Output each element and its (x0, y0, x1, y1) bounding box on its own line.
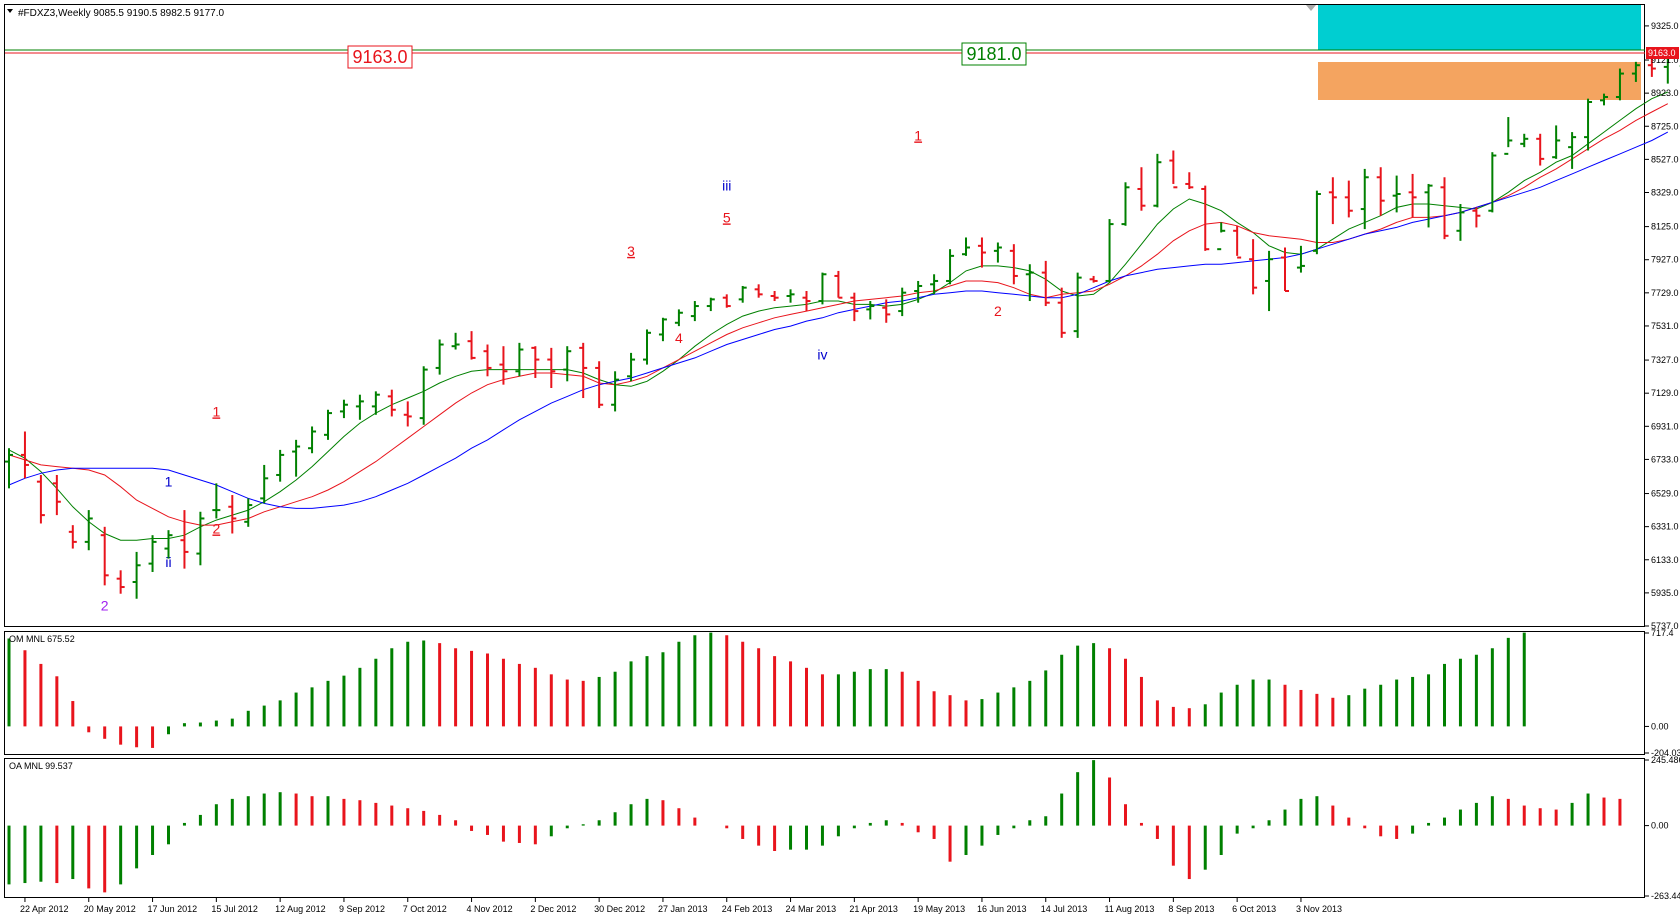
price-y-label: 9325.0 (1651, 21, 1679, 31)
wave-label: 3 (627, 243, 635, 259)
x-tick-label: 16 Jun 2013 (977, 904, 1027, 914)
cyan-zone (1318, 5, 1641, 50)
orange-zone (1318, 62, 1641, 100)
price-y-label: 8725.0 (1651, 121, 1679, 131)
price-y-label: 6931.0 (1651, 421, 1679, 431)
price-y-label: 8125.0 (1651, 222, 1679, 232)
x-tick-label: 6 Oct 2013 (1232, 904, 1276, 914)
x-tick-label: 20 May 2012 (84, 904, 136, 914)
wave-label: 2 (994, 303, 1002, 319)
hline-label-red-text: 9163.0 (352, 47, 407, 67)
oa-y-label: 0.00 (1651, 821, 1669, 831)
price-y-label: 8527.0 (1651, 154, 1679, 164)
hline-label-red: 9163.0 (348, 46, 412, 68)
price-y-label: 7327.0 (1651, 355, 1679, 365)
price-y-label: 8329.0 (1651, 187, 1679, 197)
x-tick-label: 11 Aug 2013 (1105, 904, 1155, 914)
x-tick-label: 12 Aug 2012 (275, 904, 326, 914)
x-tick-label: 17 Jun 2012 (148, 904, 198, 914)
x-tick-label: 2 Dec 2012 (530, 904, 576, 914)
oa-y-label: 245.486 (1651, 755, 1680, 765)
wave-label: 2 (212, 521, 220, 537)
x-tick-label: 24 Mar 2013 (786, 904, 837, 914)
price-y-label: 6133.0 (1651, 555, 1679, 565)
om-y-label: 717.4 (1651, 628, 1674, 638)
x-tick-label: 21 Apr 2013 (849, 904, 898, 914)
om-panel-title: OM MNL 675.52 (9, 634, 75, 644)
wave-label: 2 (101, 597, 109, 613)
oa-panel-title: OA MNL 99.537 (9, 761, 73, 771)
wave-label: 1 (165, 474, 173, 490)
current-price-tag-text: 9163.0 (1648, 48, 1676, 58)
wave-label: 1 (212, 403, 220, 419)
oa-y-label: -263.448 (1651, 891, 1680, 901)
hline-label-green-text: 9181.0 (966, 44, 1021, 64)
wave-label: ii (165, 554, 171, 570)
wave-label: 5 (723, 209, 731, 225)
wave-label: 1 (914, 127, 922, 143)
x-tick-label: 4 Nov 2012 (467, 904, 513, 914)
symbol-info-label: #FDXZ3,Weekly 9085.5 9190.5 8982.5 9177.… (18, 8, 225, 19)
current-price-tag: 9163.0 (1646, 47, 1679, 59)
price-y-label: 6733.0 (1651, 454, 1679, 464)
x-tick-label: 3 Nov 2013 (1296, 904, 1342, 914)
x-tick-label: 7 Oct 2012 (403, 904, 447, 914)
price-y-label: 7729.0 (1651, 288, 1679, 298)
price-y-label: 7927.0 (1651, 255, 1679, 265)
x-tick-label: 19 May 2013 (913, 904, 965, 914)
price-y-label: 6529.0 (1651, 489, 1679, 499)
x-tick-label: 15 Jul 2012 (211, 904, 258, 914)
x-tick-label: 9 Sep 2012 (339, 904, 385, 914)
price-y-label: 5935.0 (1651, 588, 1679, 598)
price-y-label: 7531.0 (1651, 321, 1679, 331)
om-y-label: 0.00 (1651, 721, 1669, 731)
hline-label-green: 9181.0 (962, 43, 1026, 65)
x-tick-label: 22 Apr 2012 (20, 904, 69, 914)
wave-label: iii (722, 178, 731, 194)
wave-label: iv (817, 347, 827, 363)
x-tick-label: 14 Jul 2013 (1041, 904, 1088, 914)
price-y-label: 8923.0 (1651, 88, 1679, 98)
wave-label: 4 (675, 330, 683, 346)
x-tick-label: 24 Feb 2013 (722, 904, 773, 914)
price-y-label: 6331.0 (1651, 522, 1679, 532)
x-tick-label: 27 Jan 2013 (658, 904, 708, 914)
price-y-label: 7129.0 (1651, 388, 1679, 398)
x-tick-label: 30 Dec 2012 (594, 904, 645, 914)
x-tick-label: 8 Sep 2013 (1168, 904, 1214, 914)
